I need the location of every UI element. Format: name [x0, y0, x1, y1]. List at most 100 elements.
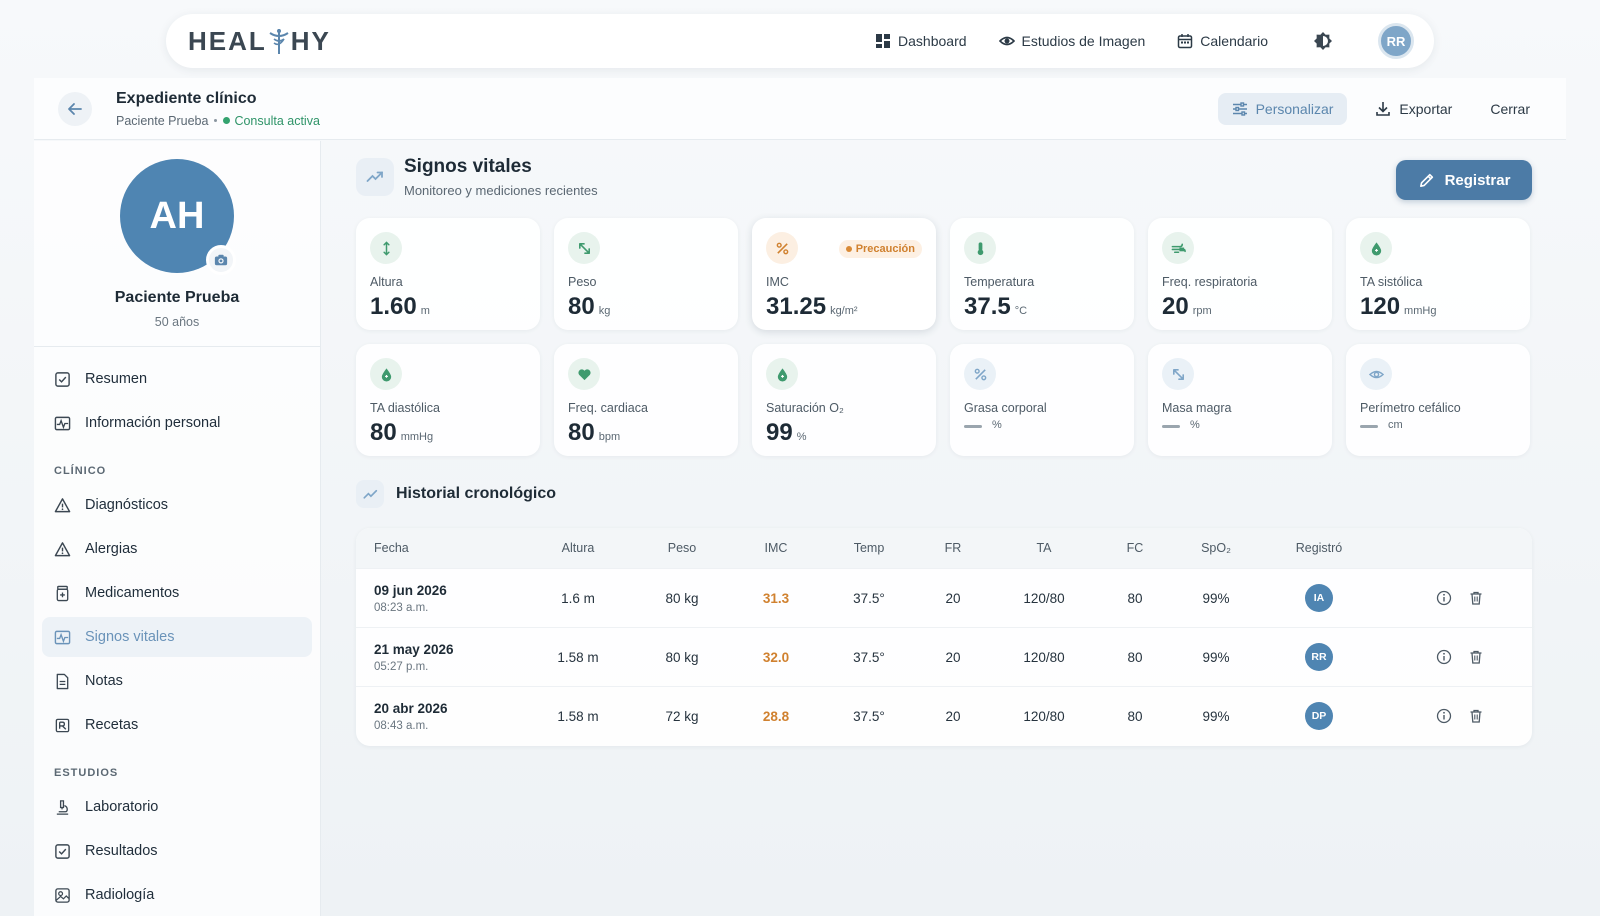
- sidebar: AH Paciente Prueba 50 años Resumen Infor…: [34, 141, 321, 916]
- cell-weight: 72 kg: [665, 708, 699, 724]
- caution-badge: Precaución: [838, 240, 922, 258]
- sidebar-item-notas[interactable]: Notas: [42, 661, 312, 701]
- nav-dashboard-label: Dashboard: [898, 33, 967, 49]
- sidebar-item-resumen[interactable]: Resumen: [42, 359, 312, 399]
- nav-estudios-label: Estudios de Imagen: [1021, 33, 1146, 49]
- vital-card-grasa-corporal[interactable]: Grasa corporal%: [950, 344, 1134, 456]
- microscope-icon: [56, 799, 69, 815]
- vital-value: 80 bpm: [568, 419, 724, 447]
- cell-height: 1.58 m: [557, 708, 599, 724]
- vitals-titles: Signos vitales Monitoreo y mediciones re…: [404, 156, 598, 198]
- export-label: Exportar: [1399, 100, 1453, 117]
- arrow-left-icon: [68, 102, 82, 115]
- sidebar-item-resultados[interactable]: Resultados: [42, 831, 312, 871]
- table-row[interactable]: 09 jun 2026 08:23 a.m. 1.6 m 80 kg 31.3 37.5°…: [356, 568, 1532, 627]
- customize-button[interactable]: Personalizar: [1217, 92, 1348, 125]
- column-header: IMC: [764, 541, 788, 555]
- info-icon[interactable]: [1436, 590, 1452, 606]
- vitals-section-header: Signos vitales Monitoreo y mediciones re…: [356, 156, 1532, 198]
- register-vitals-button[interactable]: Registrar: [1396, 160, 1532, 200]
- sidebar-item-label: Diagnósticos: [85, 497, 169, 513]
- vital-label: Perímetro cefálico: [1360, 401, 1461, 415]
- sidebar-item-diagnosticos[interactable]: Diagnósticos: [42, 485, 312, 525]
- register-label: Registrar: [1444, 171, 1511, 189]
- sidebar-item-recetas[interactable]: Recetas: [42, 705, 312, 745]
- column-header: Temp: [853, 541, 885, 555]
- info-icon[interactable]: [1436, 708, 1452, 724]
- nav-dashboard[interactable]: Dashboard: [875, 33, 967, 49]
- cell-fc: 80: [1127, 649, 1143, 665]
- nav-links: Dashboard Estudios de Imagen Calendario …: [875, 23, 1414, 59]
- vital-card-freq-respiratoria[interactable]: Freq. respiratoria 20 rpm: [1148, 218, 1332, 330]
- vital-card-peso[interactable]: Peso 80 kg: [554, 218, 738, 330]
- sidebar-item-label: Resultados: [85, 843, 158, 859]
- info-icon[interactable]: [1436, 649, 1452, 665]
- sidebar-item-label: Recetas: [85, 717, 139, 733]
- vital-card-imc[interactable]: Precaución IMC 31.25 kg/m²: [752, 218, 936, 330]
- vital-card-freq-cardiaca[interactable]: Freq. cardiaca 80 bpm: [554, 344, 738, 456]
- table-row[interactable]: 21 may 2026 05:27 p.m. 1.58 m 80 kg 32.0 37.5…: [356, 627, 1532, 686]
- back-button[interactable]: [58, 91, 92, 126]
- cell-height: 1.58 m: [557, 649, 599, 665]
- vital-card-masa-magra[interactable]: Masa magra%: [1148, 344, 1332, 456]
- sidebar-item-informacion-personal[interactable]: Información personal: [42, 403, 312, 443]
- vital-label: Peso: [568, 275, 597, 289]
- sidebar-item-signos-vitales[interactable]: Signos vitales: [42, 617, 312, 657]
- checklist-icon: [55, 843, 70, 859]
- cell-ta: 120/80: [1023, 590, 1065, 606]
- vital-card-saturacion-o[interactable]: Saturación O₂ 99%: [752, 344, 936, 456]
- column-header: Altura: [561, 541, 595, 555]
- vital-number: 31.25: [766, 293, 827, 320]
- change-photo-button[interactable]: [206, 245, 236, 275]
- vital-card-perimetro-cefalico[interactable]: Perímetro cefálico cm: [1346, 344, 1530, 456]
- vital-card-altura[interactable]: Altura 1.60 m: [356, 218, 540, 330]
- table-row[interactable]: 20 abr 2026 08:43 a.m. 1.58 m 72 kg 28.8 37.5…: [356, 686, 1532, 745]
- cell-fr: 20: [945, 590, 961, 606]
- vital-label: Saturación O₂: [766, 401, 844, 415]
- user-avatar[interactable]: RR: [1378, 23, 1414, 59]
- vital-card-ta-sistolica[interactable]: TA sistólica 120 mmHg: [1346, 218, 1530, 330]
- close-label: Cerrar: [1490, 100, 1530, 117]
- date-text: 20 abr 2026: [374, 700, 448, 716]
- trend-icon: [356, 480, 384, 508]
- drop-icon: [370, 358, 402, 390]
- section-title-estudios: ESTUDIOS: [54, 767, 119, 779]
- trash-icon[interactable]: [1468, 590, 1484, 606]
- date-cell: 20 abr 2026 08:43 a.m.: [356, 701, 528, 732]
- vital-number: 1.60: [370, 293, 417, 320]
- patient-profile: AH Paciente Prueba 50 años: [34, 141, 320, 347]
- drop-icon: [1360, 232, 1392, 264]
- export-button[interactable]: Exportar: [1365, 93, 1462, 125]
- patient-name: Paciente Prueba: [114, 289, 240, 306]
- sidebar-item-medicamentos[interactable]: Medicamentos: [42, 573, 312, 613]
- nav-estudios-imagen[interactable]: Estudios de Imagen: [998, 33, 1146, 49]
- date-cell: 21 may 2026 05:27 p.m.: [356, 642, 528, 673]
- recorder-avatar: IA: [1305, 584, 1333, 612]
- sidebar-item-alergias[interactable]: Alergias: [42, 529, 312, 569]
- vital-label: Temperatura: [964, 275, 1035, 289]
- sidebar-menu: Resumen Información personal CLÍNICO Dia…: [34, 347, 320, 916]
- sidebar-item-laboratorio[interactable]: Laboratorio: [42, 787, 312, 827]
- cell-imc: 28.8: [762, 708, 790, 724]
- vital-card-temperatura[interactable]: Temperatura 37.5 °C: [950, 218, 1134, 330]
- column-header: SpO₂: [1201, 541, 1231, 555]
- row-actions: [1372, 590, 1532, 606]
- vital-card-ta-diastolica[interactable]: TA diastólica 80 mmHg: [356, 344, 540, 456]
- weight-icon: [1162, 358, 1194, 390]
- recorded-by-cell: DP: [1266, 702, 1372, 730]
- trash-icon[interactable]: [1468, 649, 1484, 665]
- cell-spo2: 99%: [1202, 708, 1230, 724]
- close-button[interactable]: Cerrar: [1480, 93, 1540, 125]
- sidebar-item-radiologia[interactable]: Radiología: [42, 875, 312, 915]
- theme-toggle-button[interactable]: [1308, 26, 1338, 56]
- nav-calendario[interactable]: Calendario: [1177, 33, 1268, 49]
- vital-unit: %: [1190, 419, 1200, 431]
- trash-icon[interactable]: [1468, 708, 1484, 724]
- vital-number: 20: [1162, 293, 1189, 320]
- vital-unit: mmHg: [400, 431, 434, 443]
- brand-logo[interactable]: HEAL HY: [188, 26, 331, 57]
- vital-unit: %: [992, 419, 1002, 431]
- cell-fr: 20: [945, 708, 961, 724]
- status-text: Consulta activa: [234, 113, 320, 128]
